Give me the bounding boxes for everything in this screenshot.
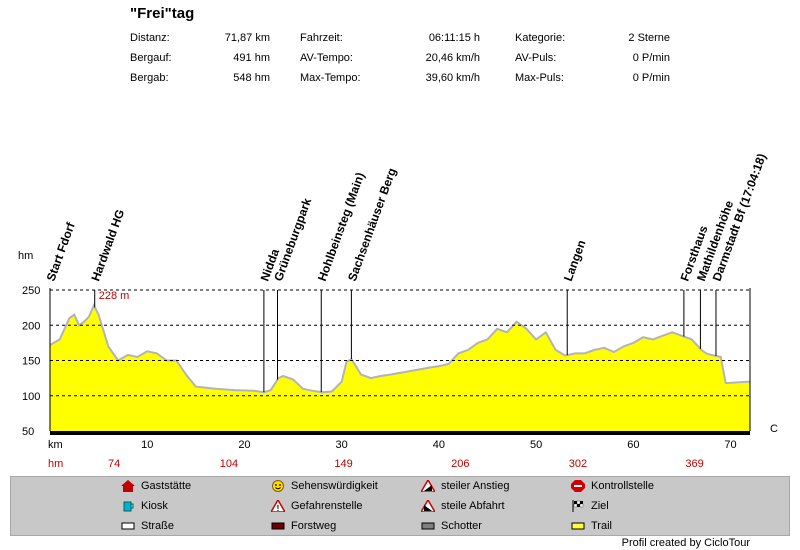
smiley-icon	[271, 480, 285, 492]
elevation-area	[50, 305, 750, 431]
waypoint-label: Langen	[561, 238, 589, 283]
tour-title: "Frei"tag	[130, 5, 195, 22]
stat-label: AV-Tempo:	[300, 52, 353, 64]
stat-value: 20,46 km/h	[425, 52, 480, 64]
stat-value: 0 P/min	[632, 52, 670, 64]
legend-item-strasse: Straße	[121, 520, 174, 532]
x-tick-label: 20	[238, 439, 250, 451]
right-axis-label: C	[770, 423, 778, 435]
legend-label: Gefahrenstelle	[291, 500, 363, 512]
legend-item-kiosk: Kiosk	[121, 500, 168, 512]
waypoint-label: Grüneburgpark	[271, 196, 314, 283]
legend-label: Kontrollstelle	[591, 480, 654, 492]
steep-descent-icon	[419, 498, 437, 513]
y-axis-label: hm	[18, 250, 33, 262]
stop-icon	[571, 480, 585, 492]
road-white-swatch	[121, 520, 135, 532]
y-tick-label: 200	[22, 320, 40, 332]
legend-label: Forstweg	[291, 520, 337, 532]
stat-value: 0 P/min	[632, 72, 670, 84]
hm-row-label: 369	[685, 458, 703, 470]
legend-label: steile Abfahrt	[441, 500, 505, 512]
stat-label: Bergauf:	[130, 52, 172, 64]
legend-item-sehenswuerdigkeit: Sehenswürdigkeit	[271, 480, 378, 492]
legend-label: Trail	[591, 520, 612, 532]
stat-value: 548 hm	[233, 72, 270, 84]
stat-value: 491 hm	[233, 52, 270, 64]
hm-row-label: 104	[220, 458, 238, 470]
legend-item-ziel: Ziel	[571, 500, 609, 512]
y-tick-label: 50	[22, 426, 34, 438]
legend: Gaststätte Kiosk Straße Sehenswürdigkeit…	[10, 476, 790, 536]
gravel-swatch	[421, 520, 435, 532]
legend-item-forstweg: Forstweg	[271, 520, 336, 532]
x-tick-label: 40	[433, 439, 445, 451]
stat-label: Max-Tempo:	[300, 72, 361, 84]
stat-value: 71,87 km	[224, 32, 270, 44]
forest-road-swatch	[271, 520, 285, 532]
hm-row-label: hm	[48, 458, 63, 470]
legend-item-gefahrenstelle: ! Gefahrenstelle	[269, 498, 363, 513]
elevation-line	[49, 303, 751, 394]
stat-label: Distanz:	[130, 32, 170, 44]
warning-icon: !	[269, 498, 287, 513]
legend-label: Straße	[141, 520, 175, 532]
y-tick-label: 250	[22, 285, 40, 297]
elevation-profile-chart: 50 100 150 200 250 hm km 10 20 30 40 50 60 70 Chm 74 104…	[18, 152, 778, 470]
legend-label: Kiosk	[141, 500, 168, 512]
finish-flag-icon	[571, 500, 585, 512]
y-tick-label: 100	[22, 391, 40, 403]
legend-label: Gaststätte	[141, 480, 192, 492]
waypoint-label: Hardwald HG	[88, 207, 127, 283]
hm-row-label: 302	[569, 458, 587, 470]
x-axis-bar	[50, 431, 750, 435]
stat-label: Bergab:	[130, 72, 169, 84]
legend-label: Schotter	[441, 520, 482, 532]
stat-value: 06:11:15 h	[428, 32, 480, 44]
legend-item-schotter: Schotter	[421, 520, 482, 532]
trail-yellow-swatch	[571, 520, 585, 532]
stat-label: Max-Puls:	[515, 72, 564, 84]
legend-item-gaststaette: Gaststätte	[121, 480, 191, 492]
max-elevation-label: 228 m	[99, 290, 130, 302]
waypoint-label: Start Fdorf	[44, 220, 78, 283]
x-tick-label: 60	[627, 439, 639, 451]
x-axis-label: km	[48, 439, 63, 451]
legend-label: Sehenswürdigkeit	[291, 480, 378, 492]
x-tick-label: 10	[141, 439, 153, 451]
credit-text: Profil created by CicloTour	[621, 537, 750, 549]
hm-row-label: 74	[108, 458, 120, 470]
x-tick-label: 50	[530, 439, 542, 451]
y-tick-label: 150	[22, 356, 40, 368]
stat-label: AV-Puls:	[515, 52, 557, 64]
steep-climb-icon	[419, 478, 437, 493]
stat-value: 2 Sterne	[628, 32, 670, 44]
legend-item-steiler-anstieg: steiler Anstieg	[419, 478, 510, 493]
hm-row-label: 206	[451, 458, 469, 470]
stat-label: Kategorie:	[515, 32, 566, 44]
x-tick-label: 70	[724, 439, 736, 451]
legend-label: Ziel	[591, 500, 609, 512]
legend-item-kontrollstelle: Kontrollstelle	[571, 480, 654, 492]
legend-item-trail: Trail	[571, 520, 612, 532]
stat-value: 39,60 km/h	[425, 72, 480, 84]
stat-label: Fahrzeit:	[300, 32, 343, 44]
svg-text:!: !	[277, 504, 280, 512]
kiosk-cup-icon	[121, 500, 135, 512]
house-icon	[121, 480, 135, 492]
legend-item-steile-abfahrt: steile Abfahrt	[419, 498, 505, 513]
legend-label: steiler Anstieg	[441, 480, 510, 492]
hm-row-label: 149	[334, 458, 352, 470]
x-tick-label: 30	[336, 439, 348, 451]
